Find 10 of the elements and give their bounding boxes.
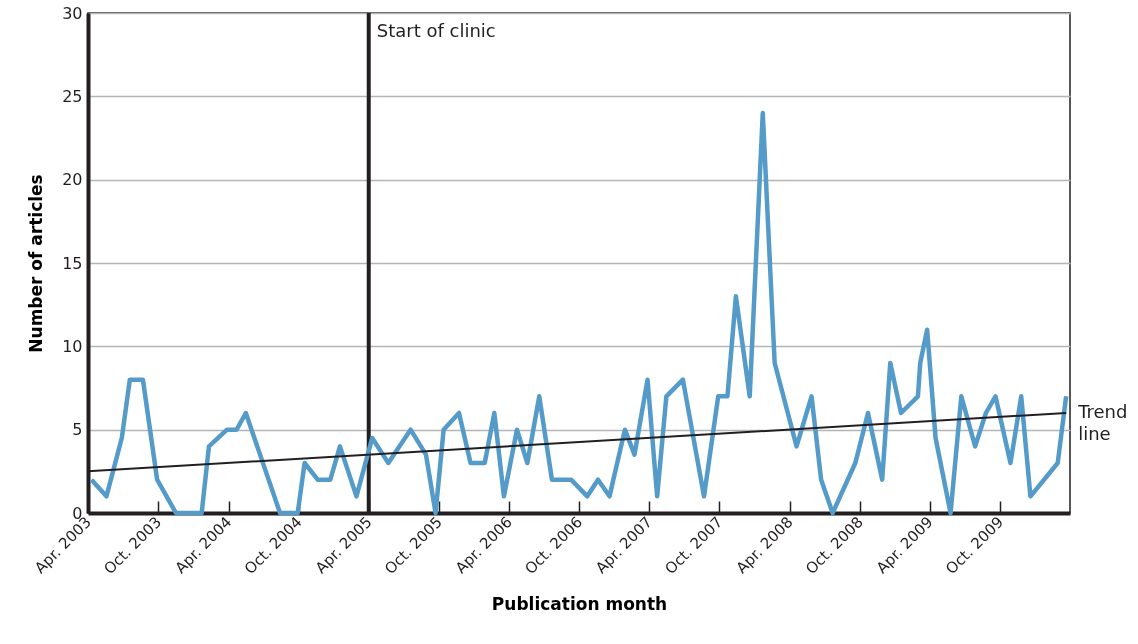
y-tick-label: 25	[62, 86, 83, 106]
ref-line-label: Start of clinic	[376, 20, 496, 41]
y-tick-label: 5	[72, 420, 83, 440]
y-tick-label: 20	[62, 170, 83, 190]
y-tick-label: 10	[62, 336, 83, 356]
y-tick-label: 30	[62, 3, 83, 23]
x-axis-title: Publication month	[491, 594, 668, 615]
series-label: Trend line	[1077, 401, 1128, 444]
y-axis-title: Number of articles	[26, 174, 47, 353]
y-tick-label: 15	[62, 253, 83, 273]
